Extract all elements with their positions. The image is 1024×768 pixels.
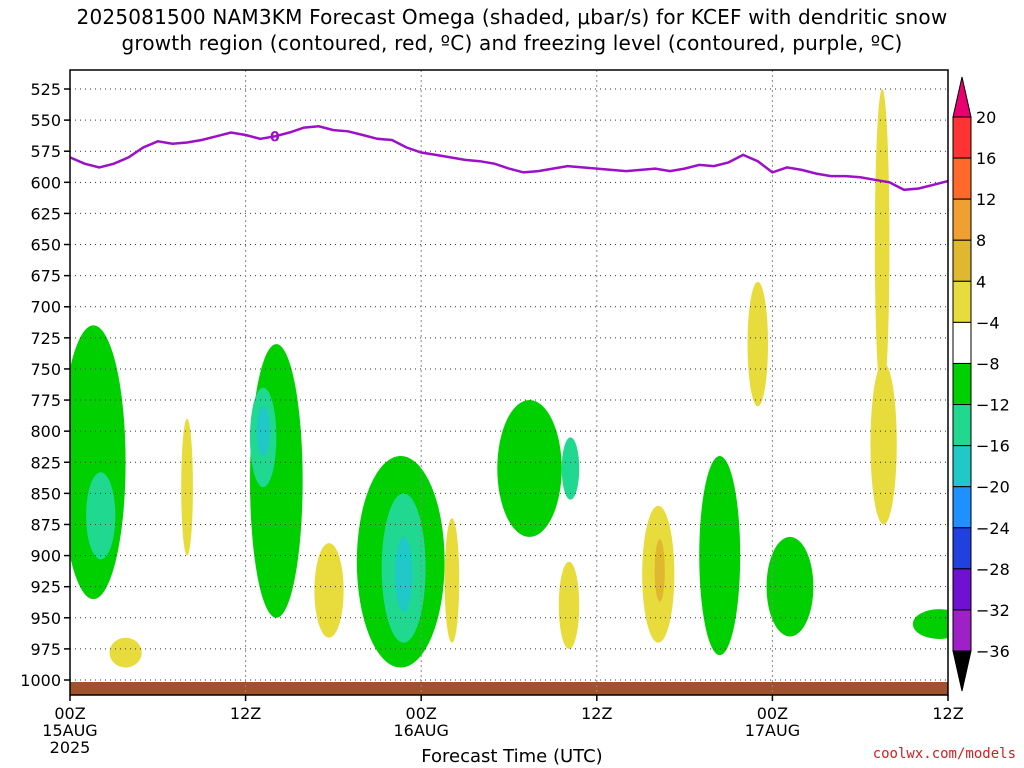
x-tick-label-5: 12Z — [932, 704, 963, 723]
x-tick-label-1: 12Z — [230, 704, 261, 723]
y-tick-label-9: 750 — [30, 360, 61, 379]
omega-region-10 — [699, 456, 741, 656]
y-tick-label-19: 1000 — [20, 671, 61, 690]
omega-region-11 — [766, 536, 814, 637]
colorbar-swatch-10 — [952, 527, 972, 570]
colorbar-label-7: −12 — [976, 396, 1010, 415]
omega-region-19 — [654, 539, 665, 602]
colorbar-label-11: −28 — [976, 560, 1010, 579]
colorbar-label-0: 20 — [976, 108, 996, 127]
colorbar-swatch-3 — [952, 239, 972, 282]
freezing-level-line — [69, 125, 949, 192]
colorbar-swatch-7 — [952, 404, 972, 447]
y-tick-label-6: 675 — [30, 267, 61, 286]
colorbar-top-arrow — [952, 76, 972, 118]
colorbar-label-1: 16 — [976, 149, 996, 168]
colorbar-label-4: 4 — [976, 272, 986, 291]
y-tick-label-13: 850 — [30, 484, 61, 503]
x-tick-label-4: 00Z 17AUG — [745, 704, 800, 740]
colorbar-label-5: −4 — [976, 313, 1000, 332]
y-tick-label-5: 650 — [30, 236, 61, 255]
chart-title: 2025081500 NAM3KM Forecast Omega (shaded… — [0, 4, 1024, 56]
omega-region-22 — [870, 362, 897, 525]
x-tick-label-0: 00Z 15AUG 2025 — [42, 704, 97, 757]
title-line-1: 2025081500 NAM3KM Forecast Omega (shaded… — [76, 5, 948, 29]
colorbar-label-13: −36 — [976, 642, 1010, 661]
omega-region-14 — [181, 418, 193, 556]
ground-strip — [70, 682, 948, 695]
colorbar-label-10: −24 — [976, 519, 1010, 538]
colorbar-bottom-arrow — [952, 650, 972, 692]
omega-region-17 — [558, 561, 580, 649]
y-tick-label-16: 925 — [30, 578, 61, 597]
colorbar-label-6: −8 — [976, 354, 1000, 373]
colorbar-swatch-9 — [952, 486, 972, 529]
plot-background — [70, 70, 948, 695]
y-tick-label-17: 950 — [30, 609, 61, 628]
colorbar-label-8: −16 — [976, 437, 1010, 456]
x-tick-label-2: 00Z 16AUG — [393, 704, 448, 740]
colorbar-swatch-0 — [952, 116, 972, 159]
x-axis-title: Forecast Time (UTC) — [421, 746, 603, 767]
omega-region-1 — [86, 472, 116, 560]
plot-frame — [69, 69, 949, 696]
omega-region-12 — [912, 609, 948, 639]
colorbar-swatch-4 — [952, 280, 972, 323]
omega-region-4 — [256, 406, 270, 457]
colorbar: 20 16 12 8 4 −4 −8 −12 −16 −20 −24 −28 −32 −36 — [952, 76, 1010, 692]
grid — [70, 70, 948, 695]
y-tick-label-7: 700 — [30, 298, 61, 317]
colorbar-label-3: 8 — [976, 231, 986, 250]
axes: 525 550 575 600 625 650 675 700 725 750 775 800 825 8… — [20, 69, 964, 757]
y-tick-label-8: 725 — [30, 329, 61, 348]
y-tick-label-4: 625 — [30, 204, 61, 223]
omega-region-21 — [874, 89, 890, 401]
colorbar-label-9: −20 — [976, 478, 1010, 497]
title-line-2: growth region (contoured, red, ºC) and f… — [121, 31, 903, 55]
y-tick-label-3: 600 — [30, 173, 61, 192]
freezing-level-label: 0 — [270, 129, 280, 145]
omega-region-16 — [444, 518, 460, 643]
y-tick-label-18: 975 — [30, 640, 61, 659]
omega-region-9 — [561, 437, 580, 500]
omega-region-20 — [747, 281, 769, 407]
colorbar-swatch-2 — [952, 198, 972, 241]
omega-region-7 — [394, 536, 413, 612]
y-tick-label-10: 775 — [30, 391, 61, 410]
colorbar-swatch-6 — [952, 362, 972, 406]
colorbar-swatch-12 — [952, 609, 972, 652]
omega-region-13 — [109, 637, 142, 668]
y-tick-label-1: 550 — [30, 111, 61, 130]
x-tick-label-3: 12Z — [581, 704, 612, 723]
freezing-level-contour: 0 — [69, 125, 949, 192]
y-tick-label-0: 525 — [30, 80, 61, 99]
y-tick-label-15: 900 — [30, 547, 61, 566]
colorbar-label-2: 12 — [976, 190, 996, 209]
colorbar-swatch-8 — [952, 445, 972, 488]
omega-shading — [70, 89, 948, 668]
y-tick-label-14: 875 — [30, 515, 61, 534]
plot-area — [70, 70, 948, 695]
colorbar-swatch-11 — [952, 568, 972, 611]
omega-region-8 — [497, 400, 562, 537]
colorbar-swatch-5 — [952, 321, 972, 364]
y-tick-label-2: 575 — [30, 142, 61, 161]
ground-surface — [70, 682, 948, 695]
omega-region-15 — [314, 543, 344, 638]
colorbar-label-12: −32 — [976, 601, 1010, 620]
y-tick-label-11: 800 — [30, 422, 61, 441]
site-credit: coolwx.com/models — [872, 746, 1016, 762]
colorbar-swatch-1 — [952, 157, 972, 200]
y-tick-label-12: 825 — [30, 453, 61, 472]
